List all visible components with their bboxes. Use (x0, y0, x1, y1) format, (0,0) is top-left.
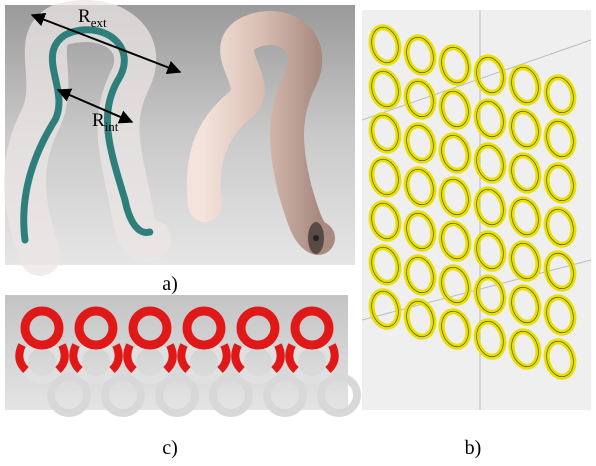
panel-a: Rext Rint a) (5, 5, 355, 295)
subscript: ext (91, 15, 107, 30)
symbol: R (92, 110, 105, 131)
panel-label: b) (465, 437, 482, 459)
subscript: int (105, 119, 119, 134)
panel-label: c) (162, 437, 178, 459)
tube-core (313, 235, 319, 241)
panel-b: b) (362, 10, 591, 459)
panel-c: c) (5, 295, 357, 459)
symbol: R (78, 6, 91, 27)
figure: Rext Rint a) c) b) (0, 0, 596, 466)
panel-label: a) (162, 273, 178, 295)
